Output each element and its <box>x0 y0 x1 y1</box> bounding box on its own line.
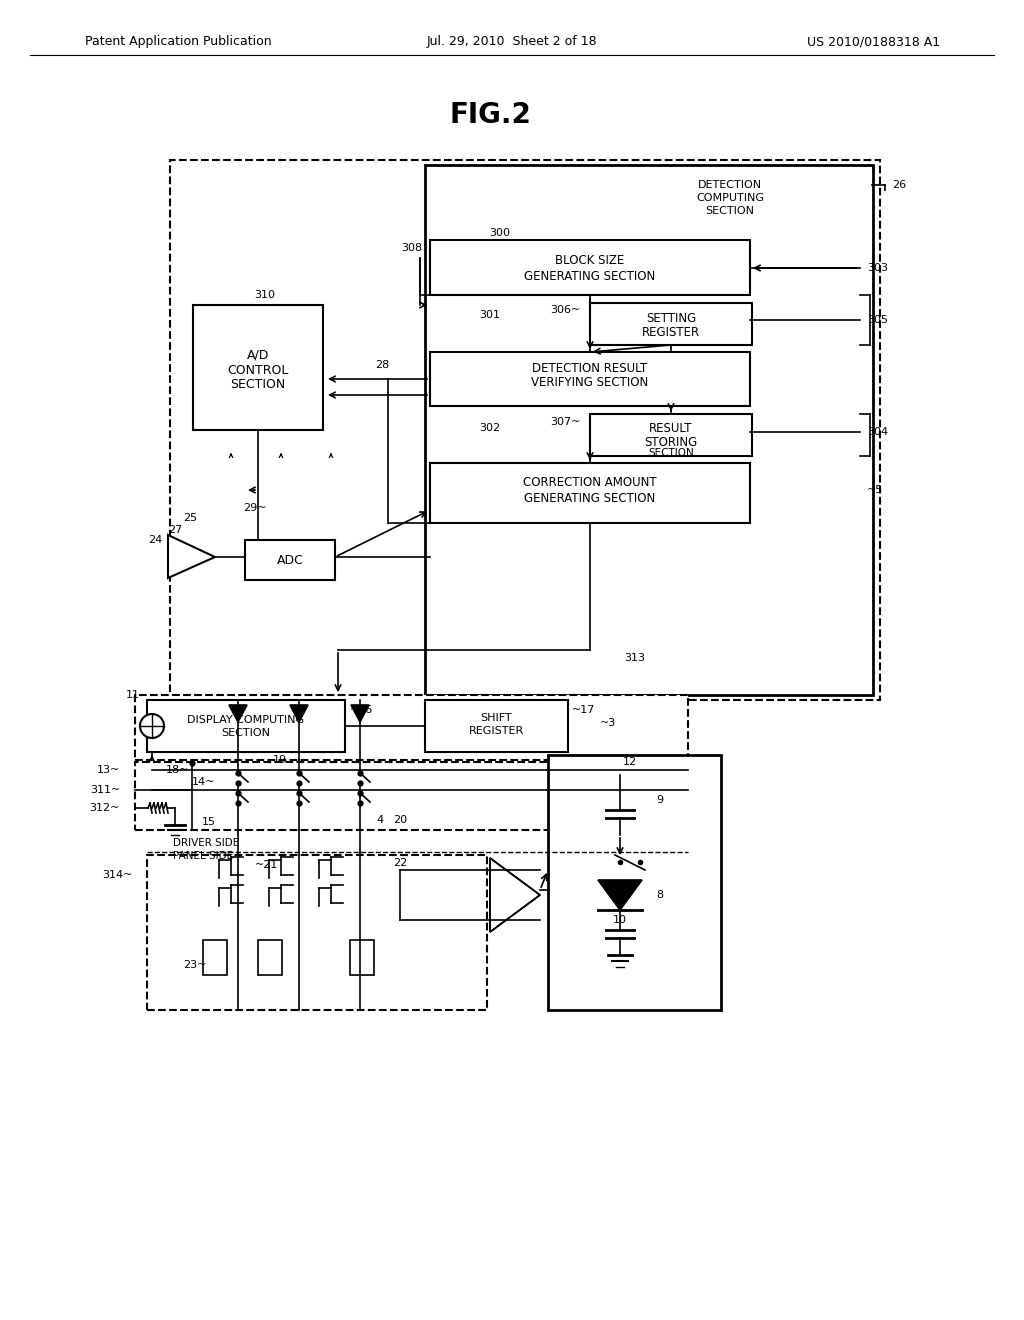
Text: 8: 8 <box>656 890 664 900</box>
Text: DRIVER SIDE: DRIVER SIDE <box>173 838 240 847</box>
Text: 19: 19 <box>273 755 287 766</box>
Text: ~21: ~21 <box>255 861 279 870</box>
Text: 310: 310 <box>255 290 275 300</box>
Text: PANEL SIDE: PANEL SIDE <box>173 851 233 861</box>
Text: 302: 302 <box>479 422 501 433</box>
Polygon shape <box>490 858 540 932</box>
Text: 10: 10 <box>613 915 627 925</box>
Text: A/D: A/D <box>247 348 269 362</box>
Bar <box>258 940 282 975</box>
Text: 18~: 18~ <box>166 766 189 775</box>
Text: CORRECTION AMOUNT: CORRECTION AMOUNT <box>523 477 656 490</box>
Text: SECTION: SECTION <box>706 206 755 216</box>
Text: BLOCK SIZE: BLOCK SIZE <box>555 255 625 268</box>
Text: 11: 11 <box>126 690 140 700</box>
Text: REGISTER: REGISTER <box>642 326 700 338</box>
Text: DETECTION: DETECTION <box>698 180 762 190</box>
Text: ~3: ~3 <box>600 718 616 729</box>
Text: 27: 27 <box>168 525 182 535</box>
Text: 308: 308 <box>401 243 423 253</box>
Text: 14~: 14~ <box>193 777 215 787</box>
Text: 23~: 23~ <box>183 960 207 970</box>
Text: 312~: 312~ <box>90 803 120 813</box>
Text: SETTING: SETTING <box>646 312 696 325</box>
Text: US 2010/0188318 A1: US 2010/0188318 A1 <box>807 36 940 49</box>
Text: SHIFT: SHIFT <box>480 713 512 723</box>
Circle shape <box>140 714 164 738</box>
Bar <box>135 696 688 760</box>
Bar <box>135 762 688 830</box>
Text: SECTION: SECTION <box>648 447 694 458</box>
Bar <box>425 700 568 752</box>
Bar <box>245 540 335 579</box>
Text: Jul. 29, 2010  Sheet 2 of 18: Jul. 29, 2010 Sheet 2 of 18 <box>427 36 597 49</box>
Text: 20: 20 <box>393 814 408 825</box>
Text: DETECTION RESULT: DETECTION RESULT <box>532 362 647 375</box>
Bar <box>425 165 873 696</box>
Text: STORING: STORING <box>644 437 697 450</box>
Text: 9: 9 <box>656 795 664 805</box>
Bar <box>430 240 750 294</box>
Text: 4: 4 <box>377 814 384 825</box>
Text: 307~: 307~ <box>550 417 581 426</box>
Polygon shape <box>290 705 308 722</box>
Text: COMPUTING: COMPUTING <box>696 193 764 203</box>
Text: 13~: 13~ <box>96 766 120 775</box>
Text: GENERATING SECTION: GENERATING SECTION <box>524 269 655 282</box>
Bar <box>147 700 345 752</box>
Text: ADC: ADC <box>276 553 303 566</box>
Text: Patent Application Publication: Patent Application Publication <box>85 36 271 49</box>
Bar <box>193 305 323 430</box>
Polygon shape <box>168 535 215 578</box>
Text: 25: 25 <box>183 513 197 523</box>
Text: 304: 304 <box>867 426 888 437</box>
Bar <box>350 940 374 975</box>
Text: 311~: 311~ <box>90 785 120 795</box>
Text: 305: 305 <box>867 315 888 325</box>
Text: FIG.2: FIG.2 <box>450 102 530 129</box>
Text: 28: 28 <box>375 360 389 370</box>
Text: 300: 300 <box>489 228 511 238</box>
Text: 306~: 306~ <box>550 305 581 315</box>
Text: DISPLAY COMPUTING: DISPLAY COMPUTING <box>187 715 304 725</box>
Text: 29~: 29~ <box>244 503 266 513</box>
Text: CONTROL: CONTROL <box>227 363 289 376</box>
Text: 12: 12 <box>623 756 637 767</box>
Text: 301: 301 <box>479 310 501 319</box>
Bar <box>203 940 227 975</box>
Polygon shape <box>229 705 247 722</box>
Bar <box>170 160 880 700</box>
Text: 22: 22 <box>393 858 408 869</box>
Text: RESULT: RESULT <box>649 422 693 436</box>
Text: 303: 303 <box>867 263 888 273</box>
Bar <box>430 352 750 407</box>
Text: SECTION: SECTION <box>230 379 286 392</box>
Text: 24: 24 <box>147 535 162 545</box>
Text: ~16: ~16 <box>350 705 374 715</box>
Text: ~5: ~5 <box>867 484 884 495</box>
Bar <box>590 304 752 345</box>
Text: SECTION: SECTION <box>221 729 270 738</box>
Text: 15: 15 <box>202 817 216 828</box>
Text: ~17: ~17 <box>572 705 595 715</box>
Text: 314~: 314~ <box>102 870 133 880</box>
Bar <box>430 463 750 523</box>
Polygon shape <box>351 705 369 722</box>
Text: REGISTER: REGISTER <box>468 726 523 737</box>
Bar <box>147 855 487 1010</box>
Text: 26: 26 <box>892 180 906 190</box>
Bar <box>590 414 752 455</box>
Text: GENERATING SECTION: GENERATING SECTION <box>524 491 655 504</box>
Bar <box>548 755 721 1010</box>
Text: VERIFYING SECTION: VERIFYING SECTION <box>531 376 648 389</box>
Polygon shape <box>598 880 642 909</box>
Text: 313: 313 <box>625 653 645 663</box>
